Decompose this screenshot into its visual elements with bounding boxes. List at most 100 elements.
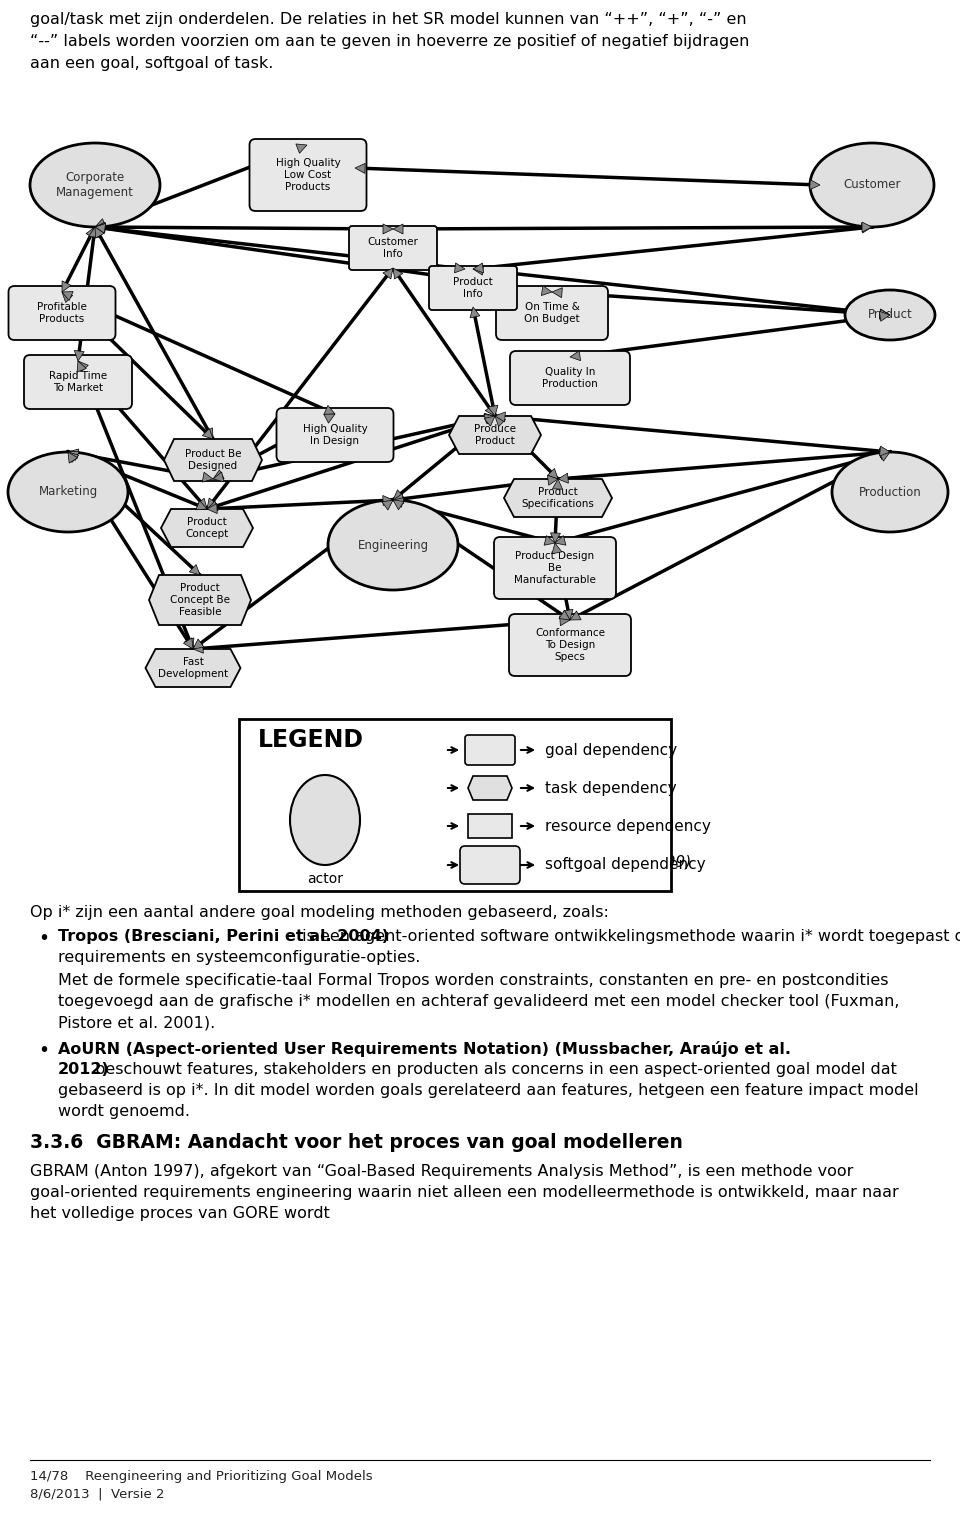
Text: het volledige proces van GORE wordt: het volledige proces van GORE wordt <box>30 1205 330 1221</box>
Polygon shape <box>88 227 99 237</box>
Polygon shape <box>196 501 207 510</box>
FancyBboxPatch shape <box>496 286 608 339</box>
Polygon shape <box>454 263 465 272</box>
FancyBboxPatch shape <box>250 139 367 212</box>
Polygon shape <box>488 405 498 416</box>
Polygon shape <box>213 472 224 481</box>
Text: Production: Production <box>858 486 922 499</box>
Polygon shape <box>74 350 84 361</box>
Text: Met de formele specificatie-taal Formal Tropos worden constraints, constanten en: Met de formele specificatie-taal Formal … <box>58 973 889 988</box>
Text: 8/6/2013  |  Versie 2: 8/6/2013 | Versie 2 <box>30 1489 164 1501</box>
Polygon shape <box>470 307 480 318</box>
Polygon shape <box>485 405 495 416</box>
Text: •: • <box>38 928 49 948</box>
Text: GBRAM (Anton 1997), afgekort van “Goal-Based Requirements Analysis Method”, is e: GBRAM (Anton 1997), afgekort van “Goal-B… <box>30 1164 853 1180</box>
Polygon shape <box>184 638 194 648</box>
Text: Conformance
To Design
Specs: Conformance To Design Specs <box>535 629 605 662</box>
Polygon shape <box>203 472 213 482</box>
Polygon shape <box>879 446 890 457</box>
Polygon shape <box>68 449 79 458</box>
Polygon shape <box>504 479 612 517</box>
Polygon shape <box>204 428 213 438</box>
Polygon shape <box>324 405 335 414</box>
Ellipse shape <box>290 775 360 864</box>
Polygon shape <box>484 414 495 423</box>
Text: requirements en systeemconfiguratie-opties.: requirements en systeemconfiguratie-opti… <box>58 950 420 965</box>
Polygon shape <box>473 263 484 272</box>
Text: aan een goal, softgoal of task.: aan een goal, softgoal of task. <box>30 56 274 72</box>
Bar <box>468 814 512 839</box>
Polygon shape <box>383 496 393 505</box>
Polygon shape <box>68 452 79 463</box>
Polygon shape <box>879 451 890 460</box>
Text: wordt genoemd.: wordt genoemd. <box>58 1103 190 1119</box>
Text: Corporate
Management: Corporate Management <box>56 170 134 199</box>
Ellipse shape <box>810 143 934 227</box>
Text: Product
Info: Product Info <box>453 277 492 298</box>
Polygon shape <box>449 416 541 454</box>
Text: 2012): 2012) <box>58 1062 109 1078</box>
Polygon shape <box>393 501 404 510</box>
Text: Customer
Info: Customer Info <box>368 237 419 259</box>
FancyBboxPatch shape <box>465 735 515 766</box>
Polygon shape <box>207 501 218 511</box>
Text: 14/78    Reengineering and Prioritizing Goal Models: 14/78 Reengineering and Prioritizing Goa… <box>30 1470 372 1482</box>
Text: Op i* zijn een aantal andere goal modeling methoden gebaseerd, zoals:: Op i* zijn een aantal andere goal modeli… <box>30 906 609 919</box>
Polygon shape <box>560 616 570 626</box>
Text: resource dependency: resource dependency <box>545 819 710 834</box>
Polygon shape <box>552 543 562 554</box>
FancyBboxPatch shape <box>510 352 630 405</box>
Text: Marketing: Marketing <box>38 486 98 499</box>
Text: gebaseerd is op i*. In dit model worden goals gerelateerd aan features, hetgeen : gebaseerd is op i*. In dit model worden … <box>58 1084 919 1097</box>
Polygon shape <box>95 219 107 228</box>
Text: Fast
Development: Fast Development <box>158 658 228 679</box>
Text: toegevoegd aan de grafische i* modellen en achteraf gevalideerd met een model ch: toegevoegd aan de grafische i* modellen … <box>58 994 900 1009</box>
Polygon shape <box>383 268 393 279</box>
Polygon shape <box>544 536 555 545</box>
Polygon shape <box>207 504 217 513</box>
Polygon shape <box>393 224 403 234</box>
FancyBboxPatch shape <box>9 286 115 339</box>
Polygon shape <box>393 498 404 507</box>
Polygon shape <box>355 163 365 174</box>
Polygon shape <box>473 265 484 275</box>
Polygon shape <box>95 227 105 237</box>
Polygon shape <box>564 609 573 619</box>
Text: Product
Specifications: Product Specifications <box>521 487 594 508</box>
Polygon shape <box>68 452 78 463</box>
Text: Product Be
Designed: Product Be Designed <box>184 449 241 470</box>
Text: Quality In
Production: Quality In Production <box>542 367 598 388</box>
Polygon shape <box>484 416 495 426</box>
Polygon shape <box>193 644 204 653</box>
Text: Product: Product <box>868 309 912 321</box>
Polygon shape <box>95 224 106 233</box>
Polygon shape <box>164 438 262 481</box>
Text: Figuur 2: Een i* Strategic Dependency model (Yu 1999): Figuur 2: Een i* Strategic Dependency mo… <box>269 855 691 871</box>
Polygon shape <box>149 575 251 626</box>
Polygon shape <box>393 490 404 501</box>
Polygon shape <box>197 498 207 508</box>
Text: •: • <box>38 1041 49 1059</box>
Ellipse shape <box>30 143 160 227</box>
Text: goal-oriented requirements engineering waarin niet alleen een modelleermethode i: goal-oriented requirements engineering w… <box>30 1186 899 1199</box>
Polygon shape <box>570 350 581 361</box>
Text: AoURN (Aspect-oriented User Requirements Notation) (Mussbacher, Araújo et al.: AoURN (Aspect-oriented User Requirements… <box>58 1041 791 1056</box>
Text: High Quality
Low Cost
Products: High Quality Low Cost Products <box>276 158 341 192</box>
Text: Product Design
Be
Manufacturable: Product Design Be Manufacturable <box>514 551 596 584</box>
Text: High Quality
In Design: High Quality In Design <box>302 425 368 446</box>
Polygon shape <box>62 282 71 292</box>
Polygon shape <box>547 469 558 479</box>
Polygon shape <box>810 180 820 190</box>
Text: Profitable
Products: Profitable Products <box>37 303 87 324</box>
Polygon shape <box>324 414 335 423</box>
Polygon shape <box>550 533 561 543</box>
Polygon shape <box>541 286 552 295</box>
Text: task dependency: task dependency <box>545 781 677 796</box>
Polygon shape <box>62 292 73 301</box>
Polygon shape <box>553 479 563 489</box>
Text: 3.3.6  GBRAM: Aandacht voor het proces van goal modelleren: 3.3.6 GBRAM: Aandacht voor het proces va… <box>30 1132 683 1152</box>
Text: goal/task met zijn onderdelen. De relaties in het SR model kunnen van “++”, “+”,: goal/task met zijn onderdelen. De relati… <box>30 12 747 27</box>
Polygon shape <box>77 361 86 373</box>
Polygon shape <box>393 493 403 504</box>
Ellipse shape <box>328 501 458 591</box>
